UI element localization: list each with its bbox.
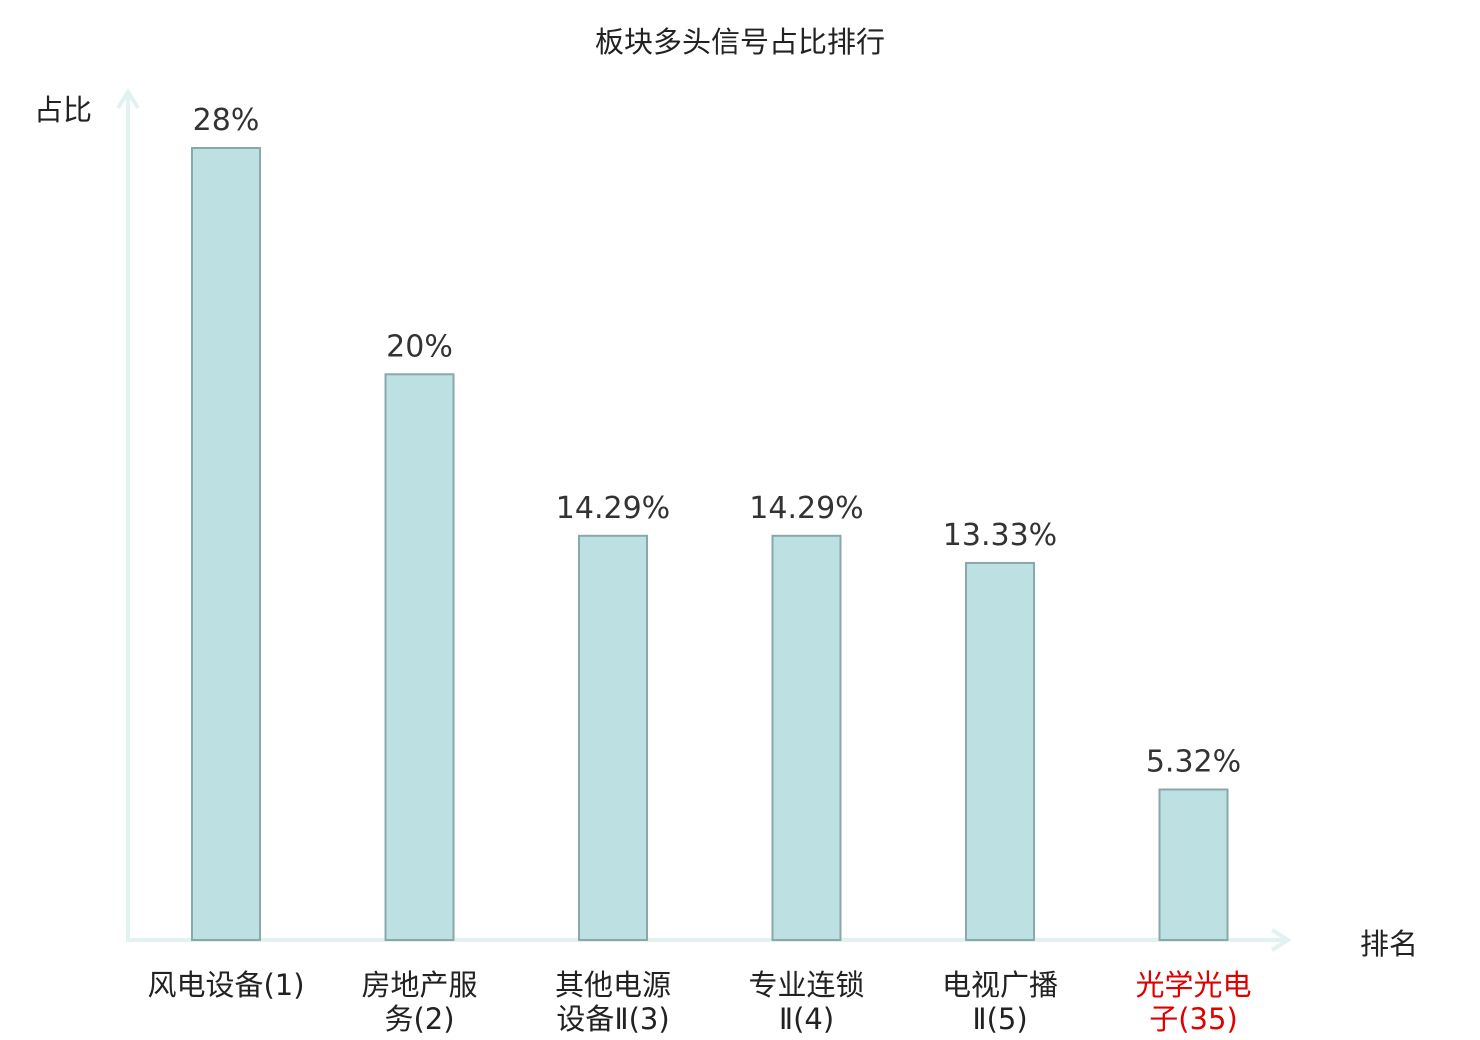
category-label-1: 风电设备(1) [147, 968, 304, 1002]
chart-title: 板块多头信号占比排行 [595, 25, 885, 59]
category-label-5: 电视广播 Ⅱ(5) [942, 968, 1058, 1036]
category-label-line-2-2: 务(2) [384, 1002, 454, 1036]
value-label-6: 5.32% [1146, 745, 1241, 780]
category-labels-layer: 风电设备(1) 房地产服务(2) 其他电源设备Ⅱ(3) 专业连锁 Ⅱ(4) 电视广播 Ⅱ(5… [147, 968, 1251, 1036]
category-label-4: 专业连锁 Ⅱ(4) [748, 968, 864, 1036]
category-label-line-3-1: 其他电源 [555, 968, 671, 1002]
category-label-line-5-2: Ⅱ(5) [972, 1002, 1027, 1036]
bars-layer [191, 147, 1229, 942]
value-labels-layer: 28% 20% 14.29% 14.29% 13.33% 5.32% [193, 103, 1242, 780]
category-label-6: 光学光电子(35) [1135, 968, 1251, 1036]
category-label-line-1-1: 风电设备(1) [147, 968, 304, 1002]
value-label-3: 14.29% [556, 491, 670, 526]
value-label-4: 14.29% [749, 491, 863, 526]
category-label-line-2-1: 房地产服 [361, 968, 477, 1002]
value-label-1: 28% [193, 103, 260, 138]
category-label-line-5-1: 电视广播 [942, 968, 1058, 1002]
bar-3 [578, 534, 648, 941]
bar-5 [965, 561, 1035, 941]
category-label-line-4-1: 专业连锁 [748, 968, 864, 1002]
category-label-line-3-2: 设备Ⅱ(3) [556, 1002, 669, 1036]
value-label-2: 20% [386, 329, 453, 364]
x-axis-label: 排名 [1360, 927, 1418, 961]
category-label-line-6-2: 子(35) [1149, 1002, 1238, 1036]
bar-2 [384, 373, 455, 942]
bar-6 [1158, 788, 1229, 942]
category-label-line-6-1: 光学光电 [1135, 968, 1251, 1002]
value-label-5: 13.33% [943, 518, 1057, 553]
category-label-2: 房地产服务(2) [361, 968, 477, 1036]
x-axis-arrow [1270, 928, 1292, 952]
category-label-3: 其他电源设备Ⅱ(3) [555, 968, 671, 1036]
category-label-line-4-2: Ⅱ(4) [779, 1002, 834, 1036]
y-axis-label: 占比 [34, 93, 92, 127]
bar-4 [771, 534, 842, 941]
y-axis-arrow [116, 88, 140, 110]
bar-1 [191, 147, 261, 941]
